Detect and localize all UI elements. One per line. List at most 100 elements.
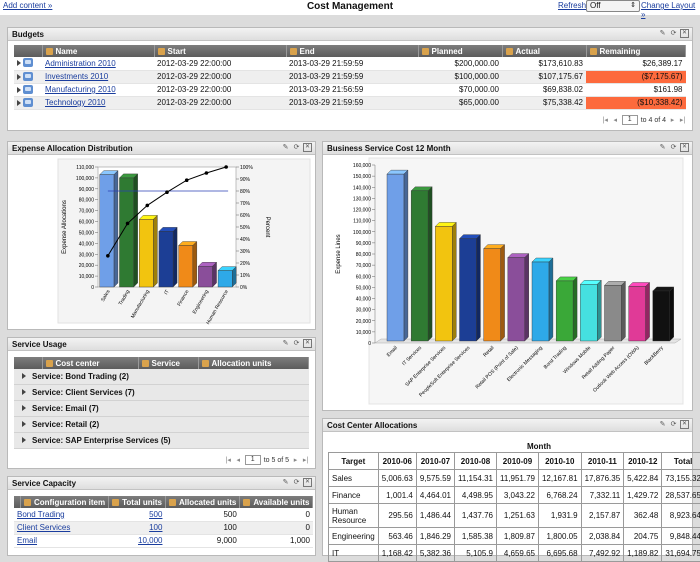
total-units-link[interactable]: 500	[149, 510, 162, 519]
expand-icon	[22, 389, 26, 395]
cumulative-point	[145, 204, 149, 208]
bar	[556, 281, 573, 341]
month-label: Month	[527, 442, 551, 451]
edit-icon[interactable]: ✎	[658, 143, 667, 152]
col-actual[interactable]: Actual	[502, 45, 586, 57]
y-tick-label: 20,000	[79, 263, 95, 269]
y-tick-label: 80,000	[79, 198, 95, 204]
prev-page-icon[interactable]: ◂	[235, 456, 242, 464]
edit-icon[interactable]: ✎	[281, 143, 290, 152]
expand-icon[interactable]	[17, 74, 21, 80]
cumulative-point	[126, 222, 130, 226]
y-tick-label: 40,000	[79, 241, 95, 247]
y-tick-label: 110,000	[76, 165, 94, 171]
first-page-icon[interactable]: |◂	[225, 456, 232, 464]
close-icon[interactable]: ✕	[303, 143, 312, 152]
col-remaining[interactable]: Remaining	[586, 45, 686, 57]
col-allocated-units[interactable]: Allocated units	[165, 496, 239, 508]
expand-icon[interactable]	[17, 87, 21, 93]
budget-name-link[interactable]: Manufacturing 2010	[45, 85, 116, 94]
refresh-icon[interactable]: ⟳	[669, 29, 678, 38]
config-item-link[interactable]: Bond Trading	[17, 510, 65, 519]
next-page-icon[interactable]: ▸	[292, 456, 299, 464]
col-cost-center[interactable]: Cost center	[42, 357, 138, 369]
bar-side	[525, 254, 529, 341]
close-icon[interactable]: ✕	[303, 478, 312, 487]
edit-icon[interactable]: ✎	[281, 478, 290, 487]
prev-page-icon[interactable]: ◂	[612, 116, 619, 124]
top-bar: Add content » Cost Management Refresh: O…	[0, 0, 700, 15]
config-item-link[interactable]: Client Services	[17, 523, 70, 532]
refresh-icon[interactable]: ⟳	[669, 143, 678, 152]
y-tick-label: 50,000	[79, 230, 95, 236]
y2-tick-label: 30%	[240, 249, 251, 255]
group-row[interactable]: Service: Bond Trading (2)	[14, 369, 309, 385]
table-row: Human Resource 295.56 1,486.44 1,437.76 …	[329, 504, 700, 528]
page-input[interactable]: 1	[622, 115, 638, 125]
close-icon[interactable]: ✕	[680, 29, 689, 38]
y-tick-label: 40,000	[356, 297, 372, 303]
y-tick-label: 130,000	[353, 196, 371, 202]
col-available-units[interactable]: Available units	[240, 496, 313, 508]
business-service-cost-chart: 010,00020,00030,00040,00050,00060,00070,…	[323, 155, 692, 410]
budget-name-link[interactable]: Investments 2010	[45, 72, 108, 81]
group-row[interactable]: Service: Email (7)	[14, 401, 309, 417]
change-layout-link[interactable]: Change Layout »	[641, 1, 700, 19]
col-planned[interactable]: Planned	[418, 45, 502, 57]
first-page-icon[interactable]: |◂	[602, 116, 609, 124]
col-configuration-item[interactable]: Configuration item	[21, 496, 109, 508]
group-row[interactable]: Service: SAP Enterprise Services (5)	[14, 433, 309, 449]
next-page-icon[interactable]: ▸	[669, 116, 676, 124]
refresh-icon[interactable]: ⟳	[669, 420, 678, 429]
total-units-link[interactable]: 100	[149, 523, 162, 532]
col-start[interactable]: Start	[154, 45, 286, 57]
budget-name-link[interactable]: Technology 2010	[45, 98, 106, 107]
sort-icon	[46, 360, 53, 367]
budget-icon	[23, 98, 33, 107]
y-axis-label: Expense Allocations	[62, 200, 68, 254]
y-tick-label: 150,000	[353, 174, 371, 180]
y-tick-label: 140,000	[353, 185, 371, 191]
panel-title: Expense Allocation Distribution	[12, 144, 133, 153]
close-icon[interactable]: ✕	[680, 143, 689, 152]
refresh-icon[interactable]: ⟳	[292, 143, 301, 152]
table-row: Sales 5,006.63 9,575.59 11,154.31 11,951…	[329, 470, 700, 487]
expand-icon[interactable]	[17, 100, 21, 106]
sort-icon	[202, 360, 209, 367]
col-name[interactable]: Name	[42, 45, 154, 57]
refresh-link[interactable]: Refresh:	[558, 1, 588, 10]
budget-name-link[interactable]: Administration 2010	[45, 59, 116, 68]
bar-side	[173, 227, 177, 287]
config-item-link[interactable]: Email	[17, 536, 37, 545]
y-tick-label: 100,000	[76, 176, 94, 182]
sort-icon	[24, 499, 31, 506]
edit-icon[interactable]: ✎	[658, 420, 667, 429]
group-row[interactable]: Service: Retail (2)	[14, 417, 309, 433]
bar	[387, 174, 404, 341]
refresh-icon[interactable]: ⟳	[292, 339, 301, 348]
sort-icon	[290, 48, 297, 55]
col-end[interactable]: End	[286, 45, 418, 57]
col-total-units[interactable]: Total units	[109, 496, 166, 508]
close-icon[interactable]: ✕	[303, 339, 312, 348]
last-page-icon[interactable]: ▸|	[679, 116, 686, 124]
close-icon[interactable]: ✕	[680, 420, 689, 429]
bar	[411, 191, 428, 341]
edit-icon[interactable]: ✎	[281, 339, 290, 348]
page-input[interactable]: 1	[245, 455, 261, 465]
total-units-link[interactable]: 10,000	[138, 536, 162, 545]
service-capacity-table: Configuration item Total units Allocated…	[14, 496, 313, 548]
col-service[interactable]: Service	[138, 357, 198, 369]
col-allocation-units[interactable]: Allocation units	[198, 357, 309, 369]
expand-icon[interactable]	[17, 60, 21, 66]
y-tick-label: 30,000	[356, 308, 372, 314]
refresh-icon[interactable]: ⟳	[292, 478, 301, 487]
cost-center-allocations-panel: Cost Center Allocations ✎⟳✕ Month Target…	[322, 418, 693, 556]
bar	[629, 286, 646, 341]
last-page-icon[interactable]: ▸|	[302, 456, 309, 464]
cumulative-point	[106, 254, 110, 258]
refresh-select[interactable]: Off⇕	[586, 0, 640, 12]
edit-icon[interactable]: ✎	[658, 29, 667, 38]
group-row[interactable]: Service: Client Services (7)	[14, 385, 309, 401]
